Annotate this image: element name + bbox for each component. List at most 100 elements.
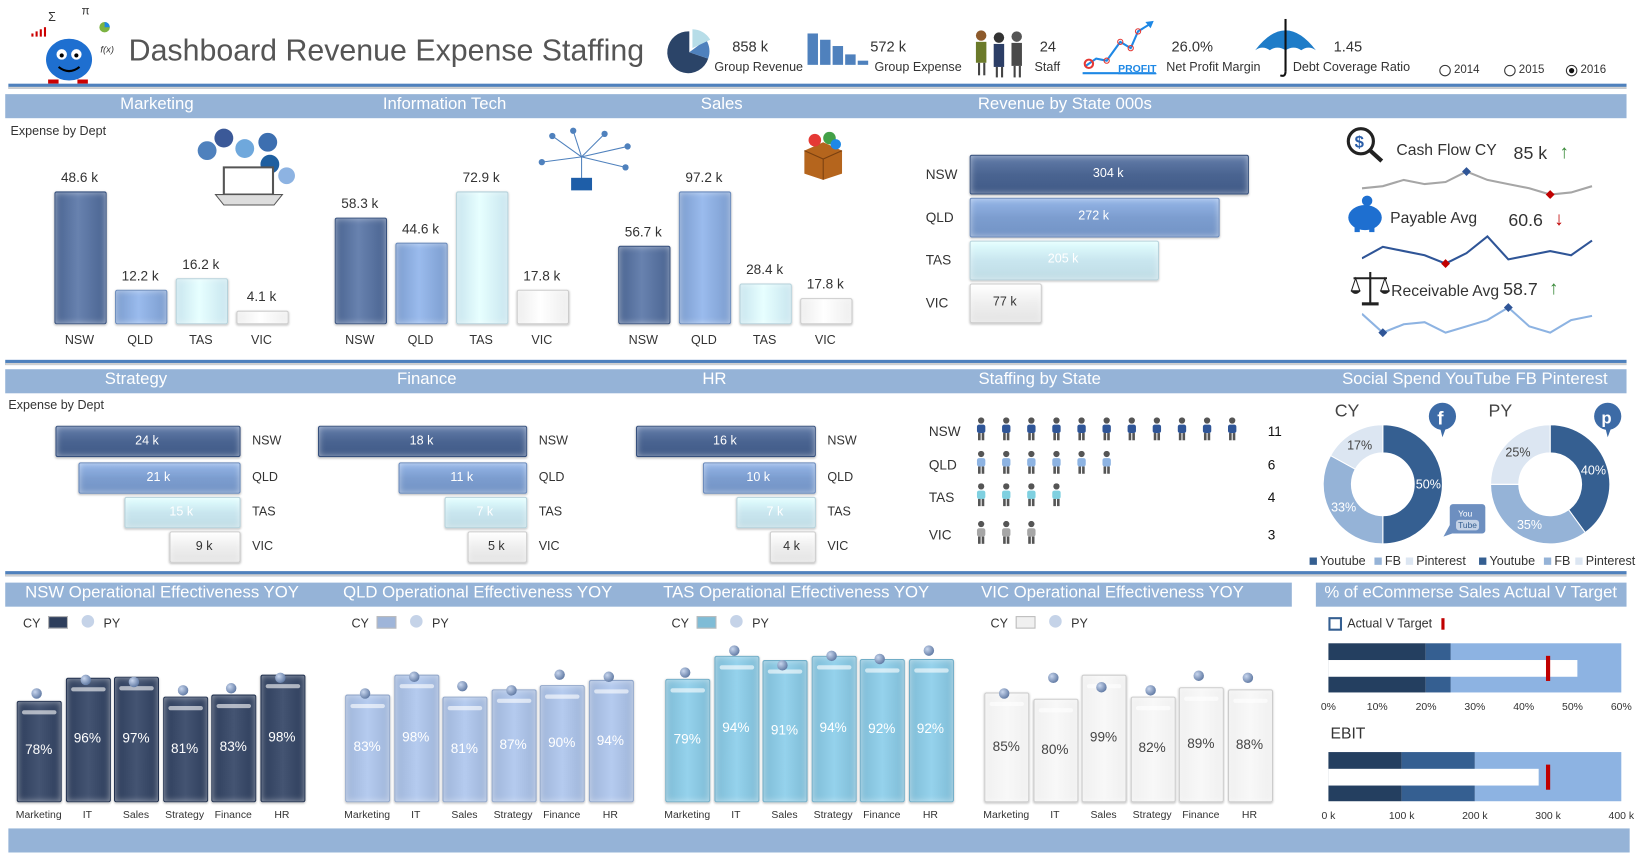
arrow-down-icon: ↓ bbox=[1554, 208, 1564, 230]
network-diagram-icon bbox=[531, 126, 636, 198]
person-icon bbox=[976, 450, 986, 479]
bar-highlight bbox=[1038, 708, 1073, 713]
py-marker bbox=[1144, 684, 1156, 696]
cy-bar-marketing bbox=[345, 694, 391, 803]
bar-qld bbox=[115, 289, 168, 325]
person-icon bbox=[1227, 417, 1237, 445]
bar-tas bbox=[739, 283, 792, 325]
svg-text:π: π bbox=[82, 6, 90, 18]
section-title: Staffing by State bbox=[978, 370, 1101, 389]
category-label: NSW bbox=[64, 332, 95, 348]
bar-highlight bbox=[816, 665, 851, 670]
legend-cy-label: CY bbox=[990, 616, 1009, 631]
facebook-icon: f bbox=[1427, 402, 1458, 445]
cy-bar-marketing bbox=[984, 692, 1030, 803]
bar-value-label: 7 k bbox=[766, 504, 784, 519]
person-icon bbox=[1001, 450, 1011, 479]
category-label: Sales bbox=[771, 809, 798, 822]
donut-slice-label: 25% bbox=[1505, 445, 1530, 459]
donut-period-label: PY bbox=[1488, 400, 1513, 421]
donut-slice-youtube bbox=[1382, 424, 1443, 545]
bar-value-label: 58.3 k bbox=[341, 195, 379, 212]
kpi-value: 858 k bbox=[732, 37, 769, 55]
year-radio-2014[interactable]: 2014 bbox=[1439, 64, 1480, 76]
bar-value-label: 83% bbox=[219, 738, 247, 755]
section-title: HR bbox=[702, 370, 727, 389]
bar-value-label: 97.2 k bbox=[685, 169, 723, 186]
bar-value-label: 96% bbox=[73, 730, 101, 747]
legend-cy-label: CY bbox=[671, 616, 689, 631]
legend-label: FB bbox=[1554, 553, 1571, 568]
legend-cy-swatch bbox=[376, 616, 397, 629]
header-divider bbox=[8, 83, 1627, 89]
cy-bar-it bbox=[393, 675, 439, 803]
bar-vic bbox=[467, 531, 528, 563]
legend-label: Pinterest bbox=[1416, 553, 1466, 568]
bar-highlight bbox=[767, 669, 803, 674]
category-label: Strategy bbox=[165, 809, 205, 822]
bar-value-label: 10 k bbox=[746, 469, 771, 485]
legend-py-label: PY bbox=[1071, 616, 1088, 631]
metric-label: Receivable Avg bbox=[1391, 282, 1500, 301]
py-marker bbox=[1047, 672, 1059, 683]
radio-button[interactable] bbox=[1565, 64, 1578, 76]
donut-slice-label: 40% bbox=[1581, 463, 1606, 477]
legend-swatch bbox=[1543, 557, 1552, 565]
bar-value-label: 98% bbox=[402, 729, 430, 745]
cy-bar-hr bbox=[259, 675, 305, 803]
revenue-bar-value: 77 k bbox=[992, 293, 1017, 309]
person-icon bbox=[1026, 483, 1036, 511]
legend-target-swatch bbox=[1441, 618, 1445, 630]
bar-value-label: 82% bbox=[1138, 739, 1166, 756]
bar-highlight bbox=[1135, 705, 1170, 710]
bar-qld bbox=[702, 462, 816, 494]
piggy-bank-icon bbox=[1346, 195, 1388, 238]
bar-highlight bbox=[216, 703, 252, 708]
bar-value-label: 81% bbox=[171, 740, 199, 756]
section-title: Strategy bbox=[104, 370, 168, 389]
person-icon bbox=[1026, 520, 1036, 549]
category-label: QLD bbox=[407, 332, 434, 348]
bar-value-label: 91% bbox=[770, 721, 799, 738]
legend-label: Youtube bbox=[1320, 553, 1366, 568]
state-label: QLD bbox=[925, 209, 954, 225]
bar-value-label: 94% bbox=[722, 719, 750, 736]
person-icon bbox=[1051, 417, 1061, 445]
bullet-target-marker bbox=[1545, 764, 1551, 790]
bar-value-label: 94% bbox=[596, 731, 624, 748]
radio-button[interactable] bbox=[1504, 64, 1516, 76]
bullet-actual-bar bbox=[1328, 660, 1578, 677]
expense-by-dept-label: Expense by Dept bbox=[8, 397, 104, 413]
category-label: Sales bbox=[1090, 809, 1117, 822]
category-label: Marketing bbox=[664, 809, 711, 822]
bar-highlight bbox=[447, 706, 483, 711]
bar-qld bbox=[78, 462, 241, 494]
year-radio-2016[interactable]: 2016 bbox=[1565, 64, 1606, 76]
bar-value-label: 48.6 k bbox=[60, 169, 99, 186]
bar-vic bbox=[769, 531, 816, 563]
bar-highlight bbox=[989, 702, 1025, 707]
legend-py-marker bbox=[410, 615, 423, 628]
bar-value-label: 16.2 k bbox=[182, 256, 220, 273]
bar-highlight bbox=[167, 706, 203, 711]
expense-by-dept-label: Expense by Dept bbox=[10, 123, 107, 139]
bar-value-label: 90% bbox=[548, 734, 576, 751]
axis-tick-label: 30% bbox=[1464, 701, 1486, 714]
legend-py-marker bbox=[1049, 615, 1062, 628]
cy-bar-sales bbox=[114, 676, 159, 803]
radio-button[interactable] bbox=[1439, 64, 1451, 76]
cash-search-icon: $ bbox=[1344, 126, 1386, 169]
bar-qld bbox=[678, 191, 732, 325]
bar-tas bbox=[124, 496, 241, 529]
bar-vic bbox=[169, 531, 241, 563]
year-radio-2015[interactable]: 2015 bbox=[1504, 64, 1544, 76]
py-marker bbox=[457, 681, 468, 692]
bullet-title: EBIT bbox=[1330, 724, 1366, 743]
bar-highlight bbox=[865, 668, 900, 673]
bar-highlight bbox=[21, 710, 57, 715]
bar-value-label: 79% bbox=[673, 731, 701, 747]
category-label: Marketing bbox=[983, 809, 1030, 822]
arrow-up-icon: ↑ bbox=[1549, 277, 1559, 299]
legend-label: FB bbox=[1384, 553, 1401, 568]
legend-swatch bbox=[1374, 557, 1382, 565]
